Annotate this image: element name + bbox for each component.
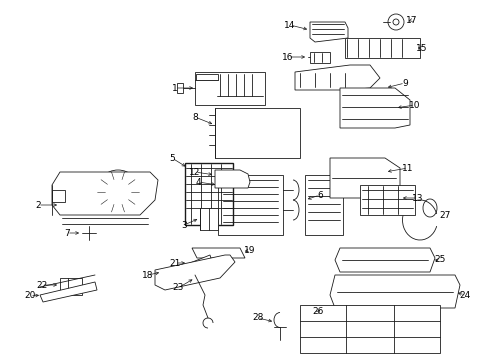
Text: 28: 28 <box>252 314 263 323</box>
Polygon shape <box>359 185 414 215</box>
Polygon shape <box>294 65 379 90</box>
Text: 5: 5 <box>169 153 175 162</box>
Polygon shape <box>309 22 347 42</box>
Polygon shape <box>40 282 97 302</box>
Polygon shape <box>155 255 235 290</box>
Text: 10: 10 <box>408 100 420 109</box>
Polygon shape <box>299 305 439 353</box>
Text: 15: 15 <box>415 44 427 53</box>
Text: 17: 17 <box>406 15 417 24</box>
Text: 26: 26 <box>312 307 323 316</box>
Polygon shape <box>334 248 434 272</box>
Polygon shape <box>339 88 409 128</box>
Polygon shape <box>200 208 218 230</box>
Text: 11: 11 <box>402 163 413 172</box>
Polygon shape <box>177 83 183 93</box>
Polygon shape <box>195 72 264 105</box>
Polygon shape <box>329 275 459 308</box>
Text: 25: 25 <box>433 256 445 265</box>
Text: 2: 2 <box>35 201 41 210</box>
Text: 1: 1 <box>172 84 178 93</box>
Polygon shape <box>215 170 249 188</box>
Text: 20: 20 <box>24 292 36 301</box>
Polygon shape <box>345 38 419 58</box>
Text: 24: 24 <box>458 291 469 300</box>
Bar <box>257 138 286 154</box>
Text: 4: 4 <box>195 177 201 186</box>
Polygon shape <box>329 158 399 198</box>
Polygon shape <box>192 248 244 258</box>
Polygon shape <box>309 52 329 63</box>
Polygon shape <box>60 278 82 295</box>
Polygon shape <box>305 175 342 235</box>
Polygon shape <box>52 190 65 202</box>
Text: 9: 9 <box>401 78 407 87</box>
Polygon shape <box>196 74 218 80</box>
Text: 16: 16 <box>282 53 293 62</box>
Text: 19: 19 <box>244 246 255 255</box>
Text: 21: 21 <box>169 258 181 267</box>
Polygon shape <box>52 172 158 215</box>
Bar <box>218 175 283 235</box>
Polygon shape <box>215 108 299 158</box>
Text: 18: 18 <box>142 270 153 279</box>
Text: 13: 13 <box>411 194 423 202</box>
Text: 12: 12 <box>189 167 200 176</box>
Polygon shape <box>184 255 212 272</box>
Text: 14: 14 <box>284 21 295 30</box>
Text: 23: 23 <box>172 284 183 292</box>
Text: 27: 27 <box>438 211 450 220</box>
Text: 7: 7 <box>64 229 70 238</box>
Text: 8: 8 <box>192 113 198 122</box>
Text: 22: 22 <box>36 280 47 289</box>
Bar <box>220 114 249 134</box>
Bar <box>184 163 232 225</box>
Bar <box>257 114 286 134</box>
Text: 6: 6 <box>317 190 322 199</box>
Bar <box>220 138 249 154</box>
Text: 3: 3 <box>181 220 186 230</box>
